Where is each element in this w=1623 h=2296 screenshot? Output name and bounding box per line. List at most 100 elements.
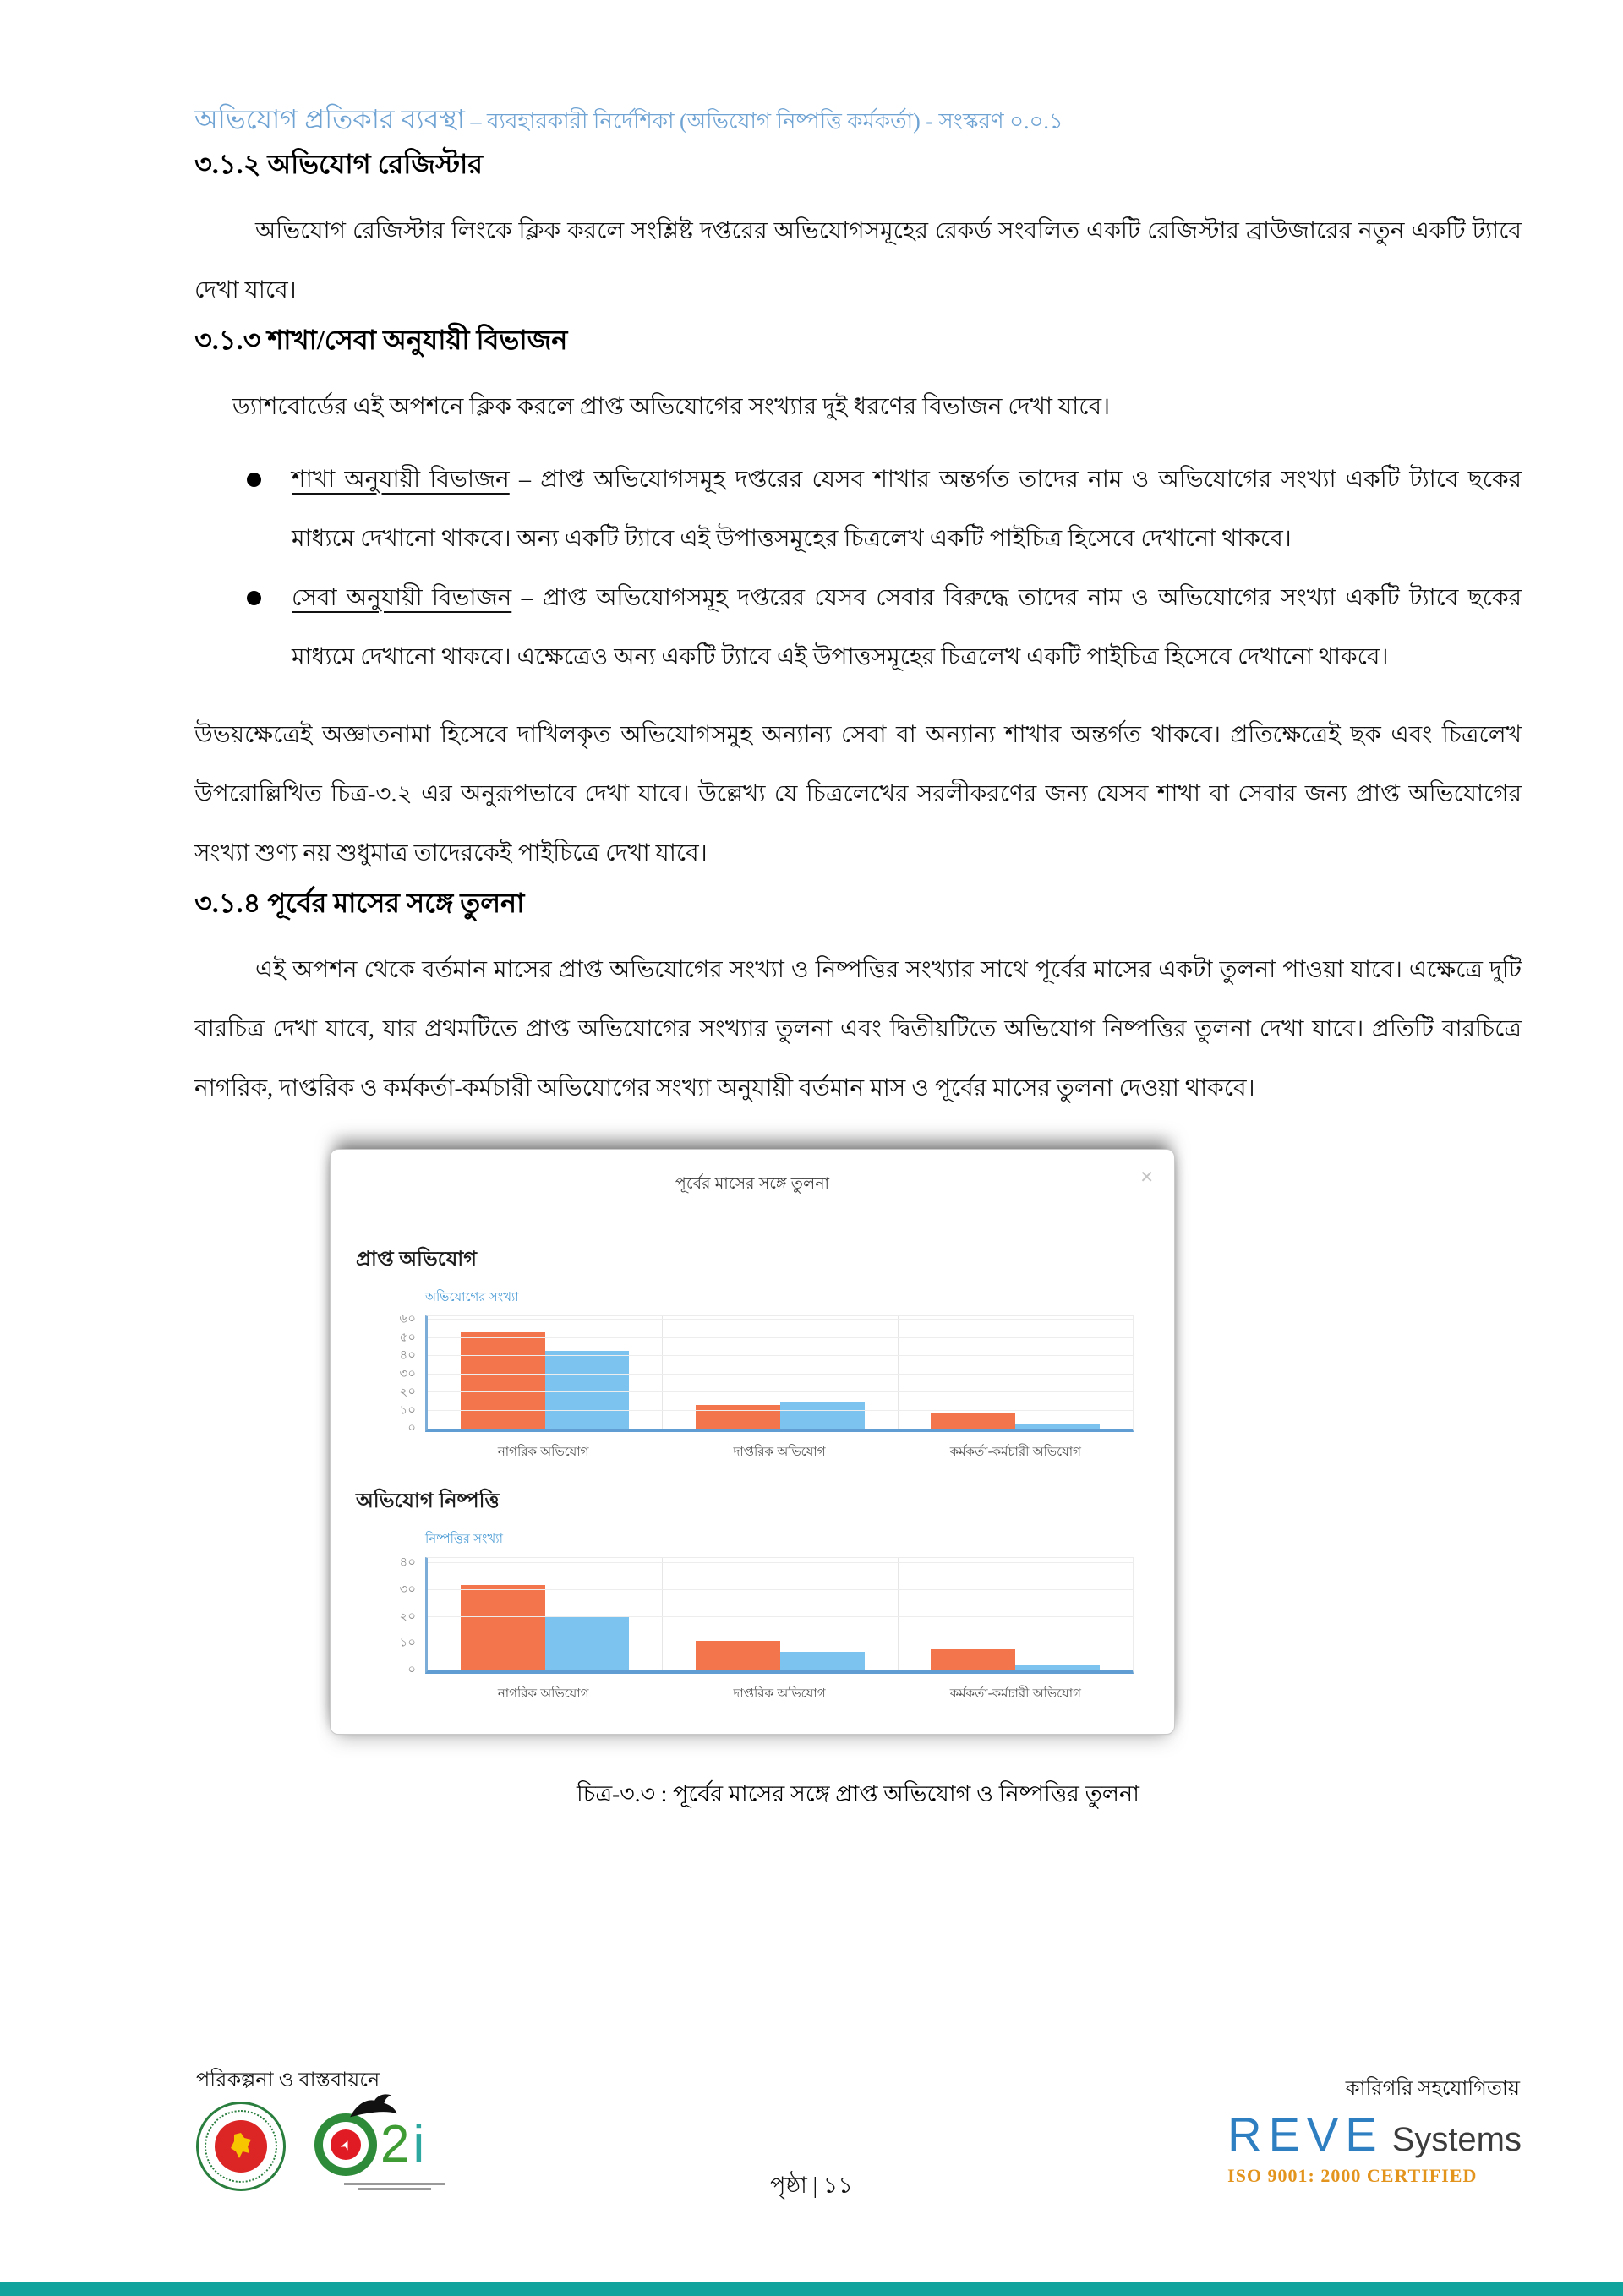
y-tick-label: ২০ (399, 1609, 416, 1624)
gridline (428, 1373, 1133, 1375)
bullet-lead: শাখা অনুযায়ী বিভাজন (292, 467, 510, 493)
bar (544, 1350, 630, 1429)
paragraph-312: অভিযোগ রেজিস্টার লিংকে ক্লিক করলে সংশ্লি… (194, 218, 1522, 303)
a2i-a-ring: ➤ (314, 2113, 377, 2176)
bar-group (662, 1316, 897, 1429)
category-label: নাগরিক অভিযোগ (497, 1445, 589, 1459)
doc-title: অভিযোগ প্রতিকার ব্যবস্থা (194, 104, 465, 134)
dialog-header: পূর্বের মাসের সঙ্গে তুলনা ✕ (331, 1150, 1174, 1216)
tagline-line (358, 2188, 431, 2190)
chart-title: অভিযোগ নিষ্পত্তি (356, 1490, 500, 1512)
bar-group (428, 1558, 662, 1670)
category-label: কর্মকর্তা-কর্মচারী অভিযোগ (949, 1445, 1081, 1459)
bar (779, 1401, 865, 1429)
figure-caption: চিত্র-৩.৩ : পূর্বের মাসের সঙ্গে প্রাপ্ত … (577, 1781, 1139, 1807)
gridline (428, 1355, 1133, 1357)
gridline (428, 1589, 1133, 1590)
reve-wordmark: REVE Systems (1227, 2107, 1522, 2162)
running-header: অভিযোগ প্রতিকার ব্যবস্থা – ব্যবহারকারী ন… (194, 100, 1522, 145)
y-axis-label: নিষ্পত্তির সংখ্যা (425, 1532, 503, 1546)
y-tick-label: ৬০ (399, 1311, 416, 1326)
y-tick-label: ৫০ (399, 1330, 417, 1345)
bar (460, 1332, 545, 1429)
footer-right-label: কারিগরি সহযোগিতায় (1345, 2078, 1520, 2100)
page-number: পৃষ্ঠা | ১১ (770, 2173, 853, 2198)
gridline (428, 1391, 1133, 1393)
comparison-dialog-screenshot: পূর্বের মাসের সঙ্গে তুলনা ✕ প্রাপ্ত অভিয… (330, 1149, 1175, 1735)
a2i-letter-i: i (413, 2115, 425, 2173)
y-tick-label: ৪০ (399, 1348, 417, 1363)
bangladesh-map-icon (231, 2133, 251, 2158)
category-labels: নাগরিক অভিযোগ দাপ্তরিক অভিযোগ কর্মকর্তা-কর… (425, 1442, 1134, 1463)
category-labels: নাগরিক অভিযোগ দাপ্তরিক অভিযোগ কর্মকর্তা-কর… (425, 1684, 1134, 1705)
paragraph-313-note: উভয়ক্ষেত্রেই অজ্ঞাতনামা হিসেবে দাখিলকৃত… (194, 722, 1522, 866)
bar-group (897, 1558, 1133, 1670)
bar-groups (428, 1316, 1133, 1429)
a2i-logo: ➤ 2 i (314, 2094, 475, 2193)
gridline (428, 1562, 1133, 1564)
bird-icon (350, 2094, 397, 2118)
paragraph-314: এই অপশন থেকে বর্তমান মাসের প্রাপ্ত অভিযো… (194, 957, 1522, 1102)
section-heading-313: ৩.১.৩ শাখা/সেবা অনুযায়ী বিভাজন (194, 325, 568, 355)
tagline-line (344, 2183, 445, 2185)
bottom-accent-bar (0, 2282, 1623, 2296)
y-tick-label: ১০ (399, 1635, 417, 1650)
chart-resolved-complaints: অভিযোগ নিষ্পত্তি নিষ্পত্তির সংখ্যা ০ ১০ ২০… (356, 1485, 1139, 1705)
bullet-branch-division: শাখা অনুযায়ী বিভাজন – প্রাপ্ত অভিযোগসমূ… (194, 451, 1522, 569)
reve-systems-logo: REVE Systems ISO 9001: 2000 CERTIFIED (1227, 2107, 1522, 2187)
chart-received-complaints: প্রাপ্ত অভিযোগ অভিযোগের সংখ্যা ০ ১০ ২০ ৩০ ৪০… (356, 1244, 1139, 1463)
bar-group (428, 1316, 662, 1429)
footer-logos: ➤ 2 i (196, 2094, 475, 2193)
section-heading-312: ৩.১.২ অভিযোগ রেজিস্টার (194, 149, 483, 179)
plot-area: ০ ১০ ২০ ৩০ ৪০ ৫০ ৬০ (399, 1312, 1134, 1435)
a2i-red-dot: ➤ (331, 2129, 361, 2160)
gridline (428, 1615, 1133, 1617)
bar (1015, 1423, 1101, 1429)
bar (931, 1648, 1016, 1670)
footer-left-label: পরিকল্পনা ও বাস্তবায়নে (196, 2069, 380, 2091)
category-label: দাপ্তরিক অভিযোগ (733, 1445, 826, 1459)
bar-groups (428, 1558, 1133, 1670)
y-tick-label: ৩০ (399, 1582, 416, 1597)
govt-seal-logo (196, 2102, 286, 2191)
dialog-body: প্রাপ্ত অভিযোগ অভিযোগের সংখ্যা ০ ১০ ২০ ৩০ ৪০… (331, 1216, 1174, 1734)
bar (696, 1641, 780, 1670)
category-label: কর্মকর্তা-কর্মচারী অভিযোগ (949, 1686, 1081, 1701)
a2i-digit: 2 (380, 2115, 410, 2173)
bullet-text: – প্রাপ্ত অভিযোগসমূহ দপ্তরের যেসব শাখার … (292, 467, 1522, 552)
bar (931, 1412, 1016, 1429)
plot-area: ০ ১০ ২০ ৩০ ৪০ (399, 1555, 1134, 1677)
bullet-lead: সেবা অনুযায়ী বিভাজন (292, 585, 512, 611)
category-label: নাগরিক অভিযোগ (497, 1686, 589, 1701)
reve-sub-text: Systems (1391, 2121, 1522, 2158)
y-tick-label: ৪০ (399, 1555, 417, 1570)
chart-title: প্রাপ্ত অভিযোগ (356, 1248, 477, 1271)
section-heading-314: ৩.১.৪ পূর্বের মাসের সঙ্গে তুলনা (194, 888, 525, 918)
bar (779, 1651, 865, 1670)
cursor-icon: ➤ (336, 2136, 355, 2153)
a2i-tagline (314, 2183, 475, 2190)
page-content: অভিযোগ প্রতিকার ব্যবস্থা – ব্যবহারকারী ন… (194, 100, 1522, 1815)
doc-subtitle: – ব্যবহারকারী নির্দেশিকা (অভিযোগ নিষ্পত্… (464, 109, 1063, 134)
paragraph-313: ড্যাশবোর্ডের এই অপশনে ক্লিক করলে প্রাপ্ত… (232, 394, 1111, 420)
close-icon: ✕ (1139, 1168, 1154, 1187)
y-tick-label: ১০ (399, 1402, 417, 1418)
category-label: দাপ্তরিক অভিযোগ (733, 1686, 826, 1701)
gridline (428, 1319, 1133, 1320)
bar-group (662, 1558, 897, 1670)
govt-seal-center (215, 2120, 267, 2173)
gridline (428, 1409, 1133, 1411)
y-axis-label: অভিযোগের সংখ্যা (425, 1290, 519, 1304)
y-tick-label: ০ (407, 1662, 416, 1677)
bar (1015, 1665, 1101, 1670)
bar (460, 1584, 545, 1670)
bullet-service-division: সেবা অনুযায়ী বিভাজন – প্রাপ্ত অভিযোগসমূ… (194, 569, 1522, 687)
y-tick-label: ৩০ (399, 1366, 416, 1381)
division-bullet-list: শাখা অনুযায়ী বিভাজন – প্রাপ্ত অভিযোগসমূ… (194, 451, 1522, 687)
y-tick-label: ০ (407, 1420, 416, 1435)
a2i-wordmark: ➤ 2 i (314, 2113, 475, 2176)
bar (696, 1405, 780, 1429)
reve-iso-line: ISO 9001: 2000 CERTIFIED (1227, 2165, 1478, 2186)
y-tick-label: ২০ (399, 1384, 416, 1399)
dialog-title: পূর্বের মাসের সঙ্গে তুলনা (675, 1175, 830, 1193)
